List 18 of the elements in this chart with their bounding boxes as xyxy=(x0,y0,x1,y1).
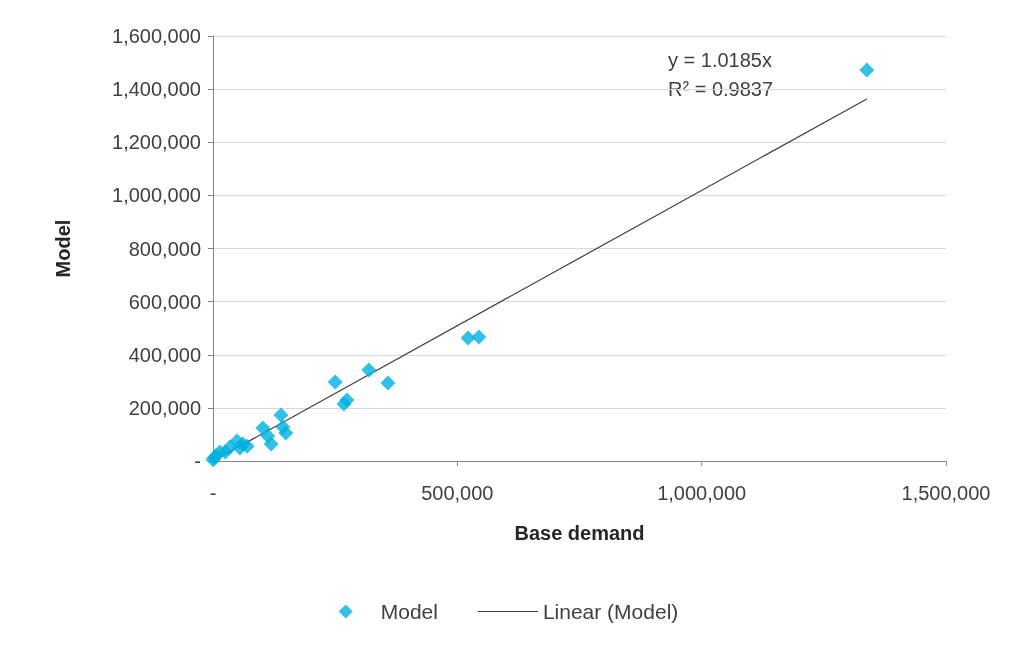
y-tick-label: 1,000,000 xyxy=(112,184,201,207)
y-tick-label: 200,000 xyxy=(128,396,201,419)
y-tick-label: 1,200,000 xyxy=(112,131,201,154)
y-tick-label: 1,400,000 xyxy=(112,78,201,101)
legend-label: Linear (Model) xyxy=(542,600,679,623)
y-tick-label: - xyxy=(194,450,201,472)
y-tick-label: 800,000 xyxy=(128,237,201,260)
y-axis-title: Model xyxy=(52,219,74,278)
y-tick-label: 400,000 xyxy=(128,343,201,366)
annotation: y = 1.0185x xyxy=(668,49,772,71)
x-axis-title: Base demand xyxy=(514,522,645,544)
x-tick-label: 500,000 xyxy=(421,482,494,504)
x-tick-label: - xyxy=(209,482,217,504)
legend-label: Model xyxy=(380,600,438,623)
x-tick-label: 1,000,000 xyxy=(657,482,747,504)
x-tick-label: 1,500,000 xyxy=(901,482,991,504)
y-tick-label: 1,600,000 xyxy=(112,25,201,47)
y-tick-label: 600,000 xyxy=(128,290,201,313)
